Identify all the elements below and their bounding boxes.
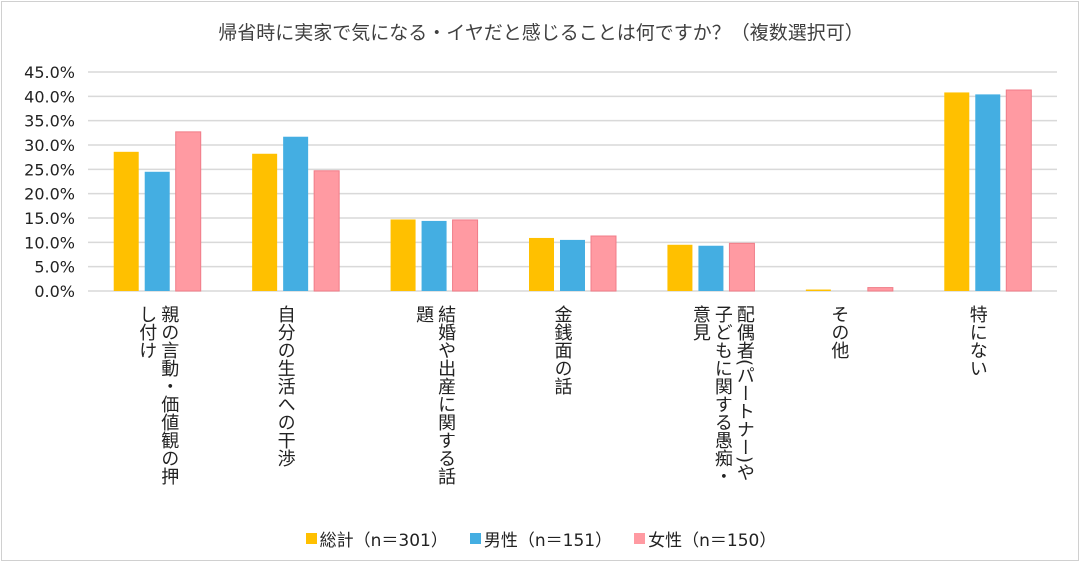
bar — [175, 131, 202, 292]
legend-swatch — [469, 533, 481, 544]
bar — [805, 289, 831, 291]
legend-swatch — [634, 533, 646, 544]
bar — [252, 153, 278, 291]
y-tick-label: 35.0% — [24, 112, 75, 131]
legend-item: 男性（n＝151） — [469, 526, 613, 551]
bar — [867, 287, 894, 292]
bar — [529, 237, 554, 291]
bar — [944, 92, 970, 291]
bar — [667, 244, 693, 291]
category-label: 金銭面の話 — [551, 305, 573, 395]
y-tick-label: 20.0% — [24, 185, 75, 204]
bar — [560, 239, 585, 291]
legend-label: 男性（n＝151） — [483, 531, 613, 551]
bar — [144, 171, 170, 291]
y-tick-label: 30.0% — [24, 136, 75, 155]
bar — [698, 245, 724, 291]
bar — [113, 151, 139, 291]
category-label: 配偶者(パートナー)や子どもに関する愚痴・意見 — [689, 305, 755, 485]
bar — [728, 242, 755, 292]
y-tick-label: 15.0% — [24, 209, 75, 228]
legend: 総計（n＝301） 男性（n＝151） 女性（n＝150） — [0, 526, 1082, 551]
y-tick-label: 5.0% — [34, 258, 75, 277]
category-label: 自分の生活への干渉 — [274, 305, 296, 467]
bar — [283, 136, 309, 291]
bar — [590, 235, 617, 292]
bar — [390, 219, 416, 291]
y-tick-label: 10.0% — [24, 233, 75, 252]
bar — [421, 220, 447, 291]
legend-swatch — [305, 533, 317, 544]
category-label: その他 — [828, 305, 850, 359]
legend-label: 女性（n＝150） — [648, 531, 777, 551]
category-label: 結婚や出産に関する話題 — [413, 305, 457, 485]
bar — [1005, 89, 1032, 292]
chart-title: 帰省時に実家で気になる・イヤだと感じることは何ですか？（複数選択可） — [218, 22, 864, 44]
bar — [452, 219, 479, 292]
category-label: 特にない — [966, 305, 988, 377]
bar — [975, 94, 1001, 292]
legend-item: 女性（n＝150） — [634, 526, 776, 551]
y-tick-label: 40.0% — [24, 87, 75, 106]
bar — [313, 170, 340, 292]
y-tick-label: 0.0% — [34, 282, 75, 301]
y-tick-label: 45.0% — [24, 63, 75, 82]
category-label: 親の言動・価値観の押し付け — [136, 305, 180, 485]
legend-item: 総計（n＝301） — [305, 526, 448, 551]
y-tick-label: 25.0% — [24, 160, 75, 179]
legend-label: 総計（n＝301） — [319, 531, 448, 551]
